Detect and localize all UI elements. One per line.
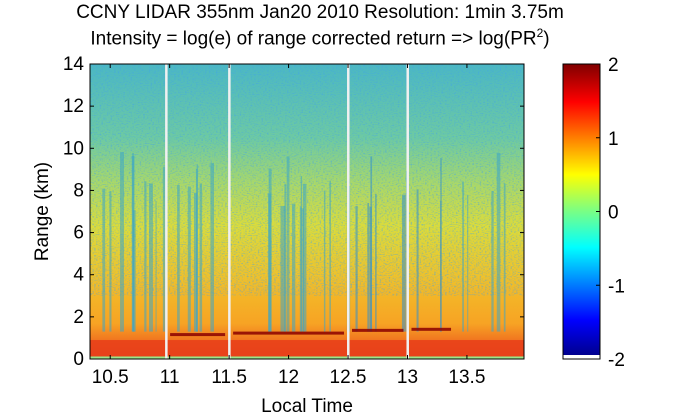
signal-streak [177,184,180,332]
colorbar-tick-label: -2 [608,350,625,371]
colorbar-tick-label: -1 [608,276,625,297]
signal-streak [162,166,166,332]
signal-streak [367,202,369,332]
signal-streak [496,152,501,332]
colorbar-tick-label: 0 [608,203,619,224]
y-tick-label: 6 [73,223,84,244]
signal-streak [155,201,157,332]
x-tick-label: 10.5 [92,367,129,388]
signal-streak [467,194,469,332]
signal-streak [503,183,506,332]
data-gap-line [406,64,409,359]
heatmap-axes: 10.5 11 11.5 12 12.5 13 13.5 0 2 4 6 8 10 12 14 Local T… [32,54,525,417]
cloud-base-segment [170,333,226,337]
plot-frame [89,63,525,360]
signal-streak [210,163,214,332]
signal-streak [102,188,106,332]
colorbar-tick-label: 2 [608,55,619,76]
x-tick-label: 11.5 [211,367,247,388]
signal-streak [284,183,287,332]
x-tick-label: 11 [160,367,180,388]
noise-texture [90,64,524,296]
signal-streak [286,156,290,332]
colorbar: 2 1 0 -1 -2 [562,55,625,371]
signal-streak [299,207,302,332]
signal-streak [302,183,307,332]
colorbar-tick-label: 1 [608,129,619,150]
y-tick-label: 4 [73,265,84,286]
signal-streak [268,168,272,332]
signal-streak [120,152,124,332]
ground-layer [90,340,524,357]
signal-streak [355,206,358,332]
y-tick-label: 10 [63,138,84,159]
subtitle-prefix: Intensity = log(e) of range corrected re… [90,28,537,50]
signal-streak [193,192,198,332]
signal-streak [491,190,494,332]
y-axis-label: Range (km) [32,162,53,261]
x-axis-label: Local Time [261,396,353,417]
signal-streak [132,152,134,332]
subtitle-suffix: ) [543,28,550,50]
y-tick-label: 8 [73,180,84,201]
signal-streak [440,158,442,332]
chart-title: CCNY LIDAR 355nm Jan20 2010 Resolution: … [76,2,564,23]
signal-streak [149,183,153,332]
heatmap-plot-area [90,64,524,359]
surface-row [90,356,524,359]
signal-streak [370,156,373,332]
signal-streak [302,208,305,332]
signal-streak [375,193,377,332]
signal-streak [199,183,203,332]
colorbar-nodata [563,355,600,359]
signal-streak [401,194,406,332]
signal-streak [133,210,136,332]
y-tick-label: 0 [73,349,84,370]
chart-subtitle: Intensity = log(e) of range corrected re… [0,26,640,50]
x-tick-label: 13 [397,367,418,388]
signal-streak [109,191,112,332]
colorbar-gradient [563,64,600,355]
y-tick-label: 2 [73,307,84,328]
data-gap-line [347,64,350,359]
signal-streak [291,203,296,332]
signal-streak [323,190,326,332]
signal-streak [280,205,285,332]
y-tick-label: 14 [63,54,85,75]
x-tick-label: 12.5 [330,367,367,388]
signal-streak [329,180,331,332]
subtitle-superscript: 2 [536,26,544,40]
y-tick-label: 12 [63,96,84,117]
x-tick-label: 12 [278,367,299,388]
signal-streak [187,186,191,332]
data-gap-line [165,64,168,359]
signal-streak [462,181,464,332]
signal-streak [144,181,147,332]
cloud-base-segment [233,331,345,335]
cloud-base-segment [352,328,404,332]
x-tick-label: 13.5 [448,367,485,388]
data-gap-line [228,64,231,359]
signal-streak [416,189,419,332]
cloud-base-segment [411,327,452,331]
